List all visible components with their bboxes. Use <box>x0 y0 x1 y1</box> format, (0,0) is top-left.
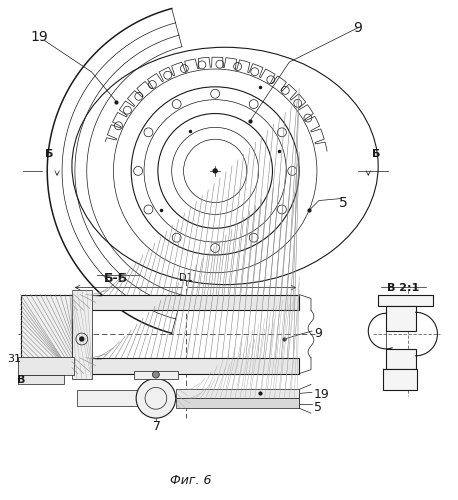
Text: Фиг. 6: Фиг. 6 <box>170 474 211 488</box>
Circle shape <box>153 371 159 378</box>
Text: В 2:1: В 2:1 <box>387 282 419 292</box>
Bar <box>383 368 417 390</box>
Text: Б-Б: Б-Б <box>104 272 128 285</box>
Bar <box>176 398 299 408</box>
Bar <box>378 294 432 306</box>
Text: В: В <box>16 374 25 384</box>
Bar <box>386 349 416 368</box>
Text: 9: 9 <box>314 327 322 340</box>
Text: Б: Б <box>372 149 381 159</box>
Text: 9: 9 <box>354 20 362 34</box>
Bar <box>72 290 92 378</box>
Bar <box>72 358 299 374</box>
Text: 19: 19 <box>314 388 330 402</box>
Circle shape <box>213 169 217 173</box>
Text: 19: 19 <box>30 30 48 44</box>
Bar <box>17 374 64 384</box>
Bar <box>21 294 72 374</box>
Bar <box>176 390 299 398</box>
Bar <box>134 370 178 378</box>
Text: 31: 31 <box>7 354 21 364</box>
Text: 5: 5 <box>338 196 348 209</box>
Bar <box>386 306 416 331</box>
Bar <box>72 294 299 310</box>
Circle shape <box>136 378 176 418</box>
Circle shape <box>80 337 84 341</box>
Text: Б: Б <box>45 149 54 159</box>
Text: 5: 5 <box>314 402 322 414</box>
Text: D1: D1 <box>179 272 192 282</box>
Bar <box>77 390 153 406</box>
Text: 7: 7 <box>153 420 161 433</box>
Bar <box>17 357 74 374</box>
